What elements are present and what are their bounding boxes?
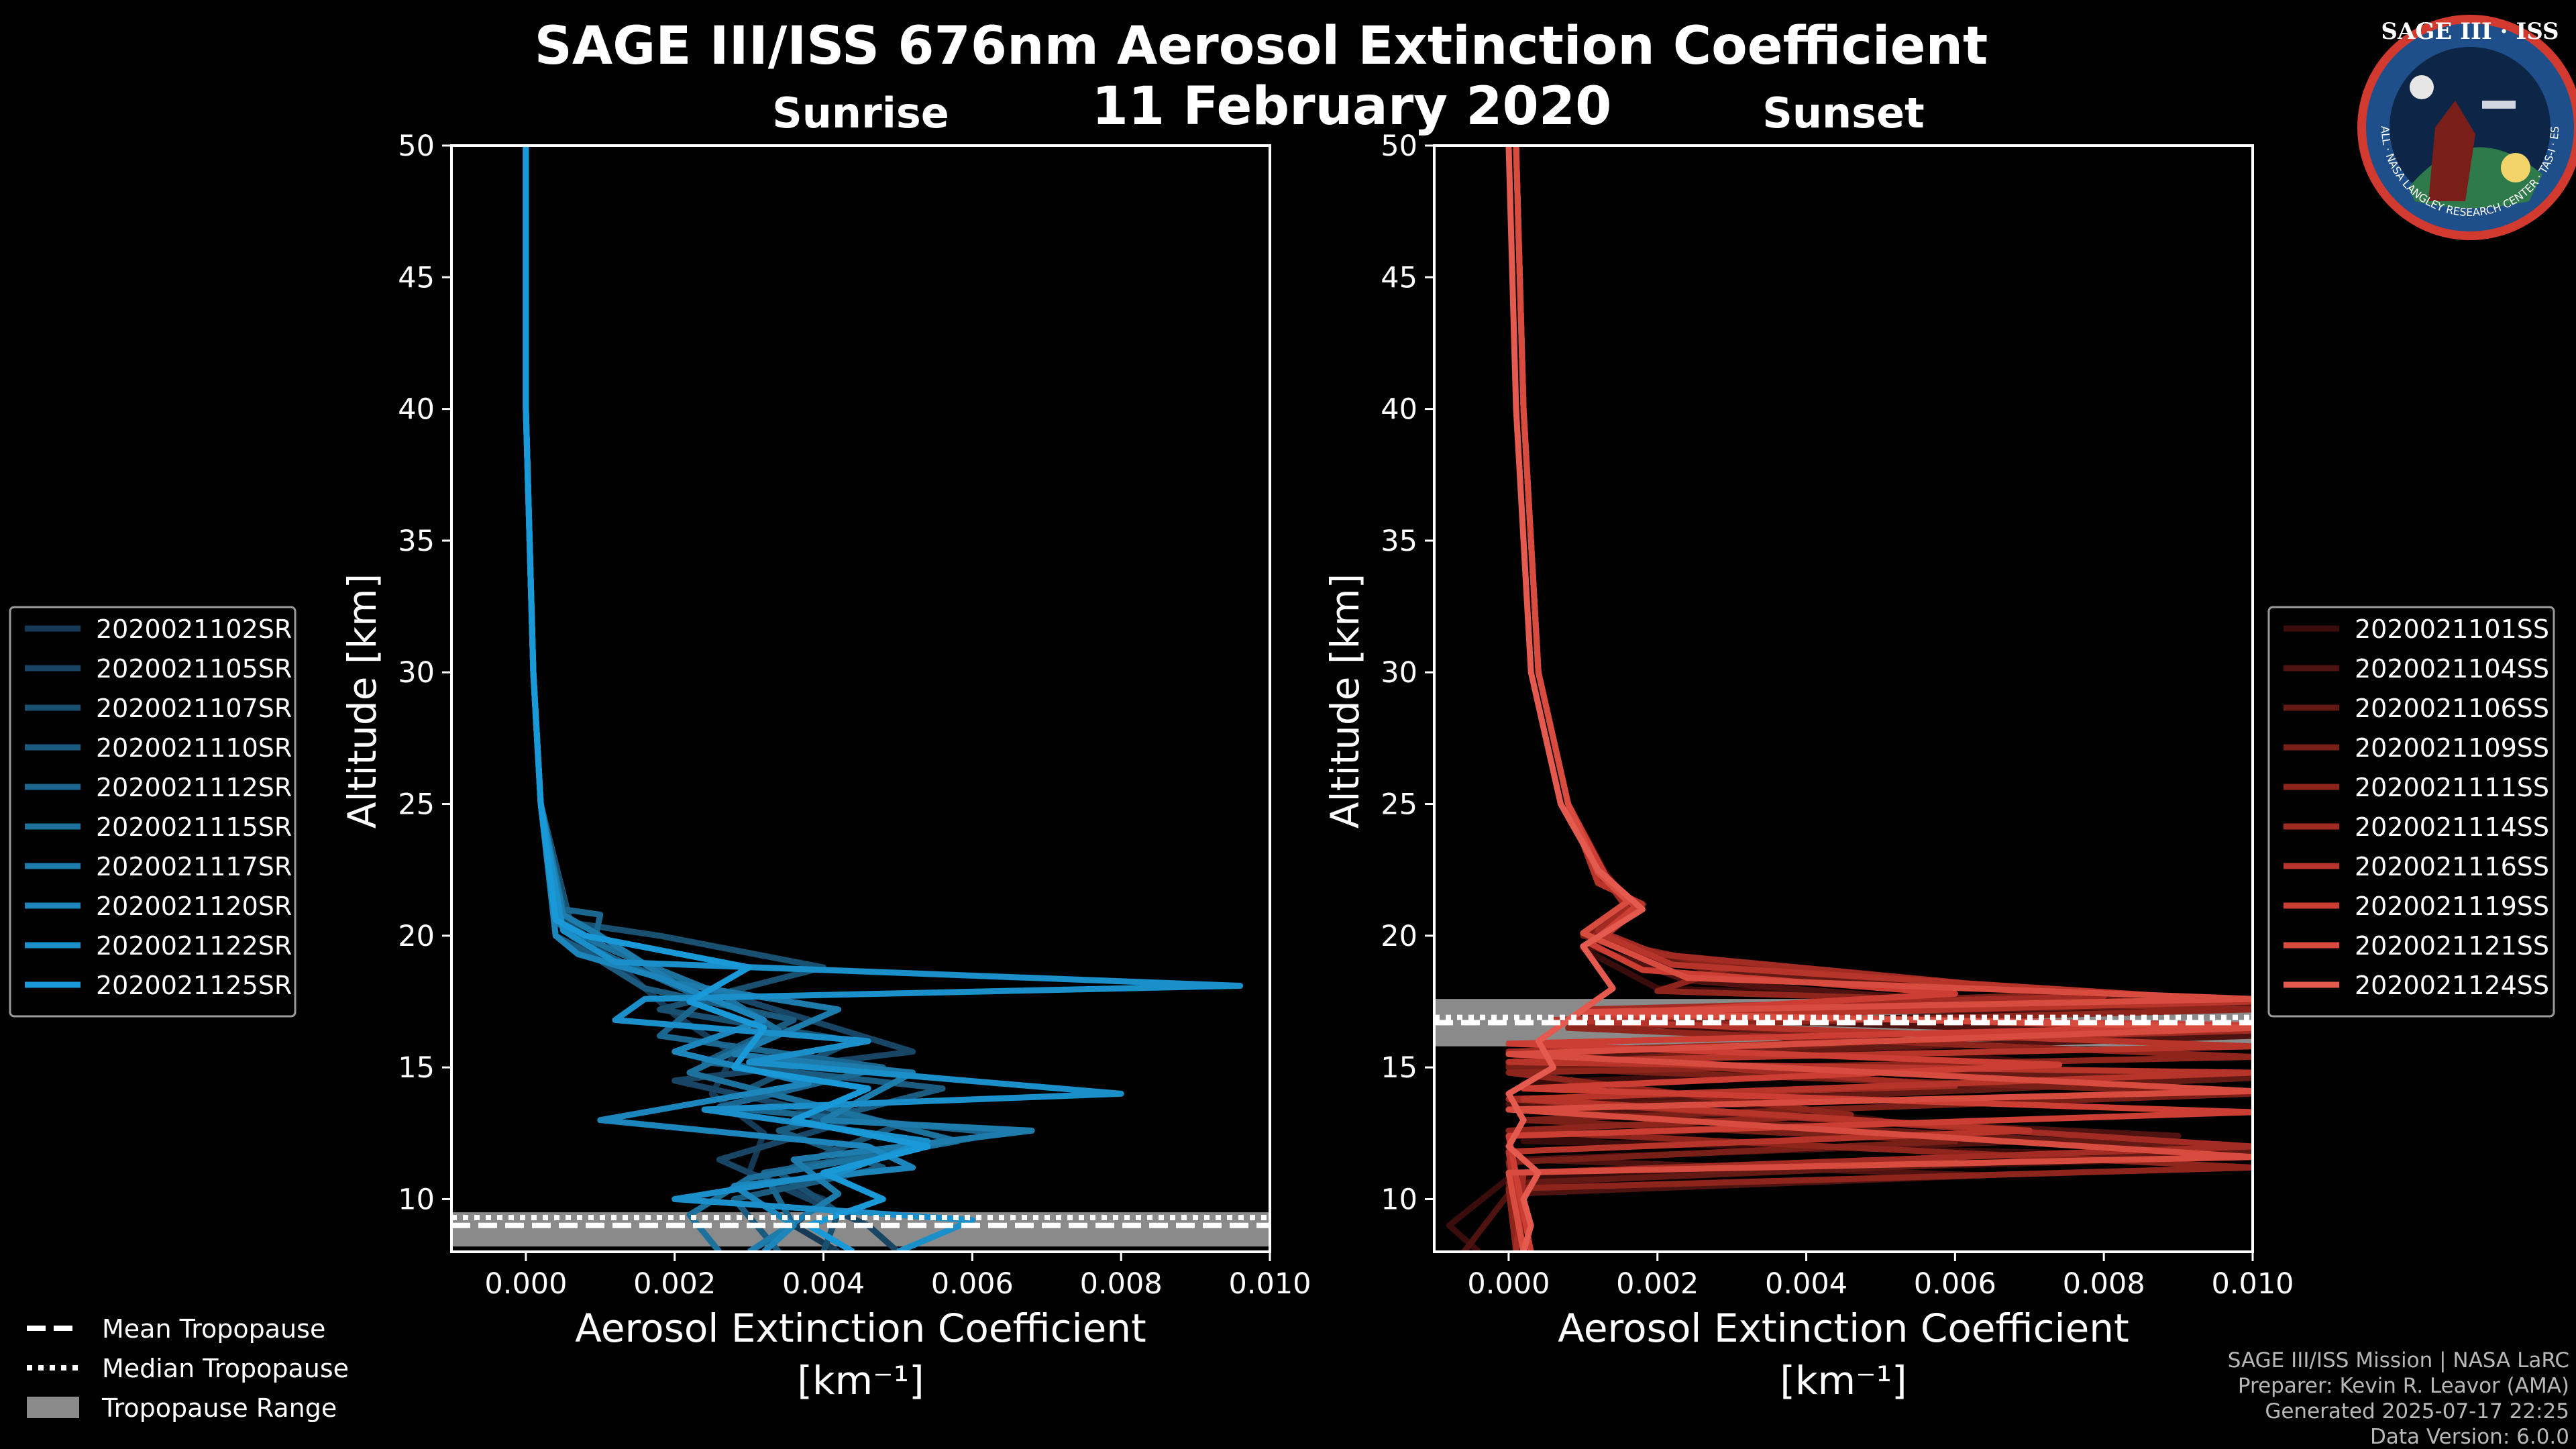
profile-line-2020021124SS bbox=[1505, 146, 1646, 1252]
footer: SAGE III/ISS Mission | NASA LaRC Prepare… bbox=[2228, 1348, 2569, 1449]
logo-figure-icon bbox=[2428, 101, 2475, 201]
legend-entry-2020021106SS: 2020021106SS bbox=[2355, 694, 2549, 723]
x-tick-label: 0.006 bbox=[1914, 1267, 1996, 1301]
legend-mean-label: Mean Tropopause bbox=[102, 1314, 325, 1344]
y-tick-label: 25 bbox=[398, 788, 435, 822]
y-tick-label: 30 bbox=[398, 656, 435, 690]
plot-frame bbox=[450, 144, 1271, 1253]
x-tick-label: 0.000 bbox=[1467, 1267, 1550, 1301]
x-tick-label: 0.008 bbox=[1080, 1267, 1163, 1301]
y-tick-label: 20 bbox=[398, 920, 435, 953]
legend-entry-2020021125SR: 2020021125SR bbox=[96, 971, 292, 1000]
legend-entry-2020021112SR: 2020021112SR bbox=[96, 773, 292, 802]
legend-sunrise: 2020021102SR 2020021105SR 2020021107SR 2020… bbox=[9, 606, 297, 1018]
legend-entry-2020021120SR: 2020021120SR bbox=[96, 892, 292, 921]
ylabel-sunrise: Altitude [km] bbox=[339, 574, 385, 828]
y-tick-label: 35 bbox=[398, 525, 435, 558]
logo-iss-icon bbox=[2482, 101, 2516, 109]
panel-title-sunset: Sunset bbox=[1762, 89, 1925, 138]
tropopause-legend: Mean Tropopause Median Tropopause Tropop… bbox=[27, 1314, 349, 1423]
footer-generated: Generated 2025-07-17 22:25 bbox=[2265, 1399, 2569, 1424]
y-tick-label: 15 bbox=[1381, 1051, 1417, 1085]
x-tick-label: 0.002 bbox=[1616, 1267, 1699, 1301]
legend-entry-2020021119SS: 2020021119SS bbox=[2355, 892, 2549, 921]
legend-box bbox=[2267, 606, 2555, 1018]
x-tick-label: 0.010 bbox=[1228, 1267, 1311, 1301]
y-tick-label: 50 bbox=[1381, 129, 1417, 163]
xlabel-sunset: Aerosol Extinction Coefficient bbox=[1558, 1305, 2129, 1351]
plot-area bbox=[451, 146, 1270, 1252]
y-tick-label: 20 bbox=[1381, 920, 1417, 953]
x-tick-label: 0.006 bbox=[931, 1267, 1014, 1301]
logo-sun bbox=[2501, 153, 2530, 182]
legend-entry-2020021110SR: 2020021110SR bbox=[96, 733, 292, 763]
profile-line-2020021121SS bbox=[1505, 146, 2253, 1252]
x-tick-label: 0.004 bbox=[1765, 1267, 1847, 1301]
plot-sunrise: 0.000 0.002 0.004 0.006 0.008 0.010 10 15 20 25 30… bbox=[398, 129, 1311, 1301]
y-tick-label: 35 bbox=[1381, 525, 1417, 558]
legend-median-label: Median Tropopause bbox=[102, 1354, 349, 1383]
tropopause-range-band bbox=[451, 1212, 1270, 1247]
y-tick-label: 25 bbox=[1381, 788, 1417, 822]
legend-entry-2020021122SR: 2020021122SR bbox=[96, 931, 292, 961]
x-tick-label: 0.010 bbox=[2211, 1267, 2294, 1301]
x-tick-label: 0.008 bbox=[2063, 1267, 2145, 1301]
logo-text: SAGE III · ISS bbox=[2381, 18, 2559, 45]
plot-frame bbox=[1433, 144, 2254, 1253]
legend-entry-2020021101SS: 2020021101SS bbox=[2355, 614, 2549, 644]
legend-entry-2020021121SS: 2020021121SS bbox=[2355, 931, 2549, 961]
xlabel-sunrise: Aerosol Extinction Coefficient bbox=[575, 1305, 1146, 1351]
logo-moon bbox=[2410, 75, 2434, 99]
figure-date: 11 February 2020 bbox=[1092, 76, 1612, 137]
y-tick-label: 40 bbox=[398, 393, 435, 427]
legend-box bbox=[9, 606, 297, 1018]
y-tick-label: 50 bbox=[398, 129, 435, 163]
footer-preparer: Preparer: Kevin R. Leavor (AMA) bbox=[2238, 1374, 2569, 1398]
legend-entry-2020021107SR: 2020021107SR bbox=[96, 694, 292, 723]
legend-sunset: 2020021101SS 2020021104SS 2020021106SS 2020… bbox=[2267, 606, 2555, 1018]
xunit-sunrise: [km⁻¹] bbox=[797, 1358, 924, 1403]
legend-entry-2020021105SR: 2020021105SR bbox=[96, 654, 292, 684]
legend-entry-2020021114SS: 2020021114SS bbox=[2355, 812, 2549, 842]
footer-version: Data Version: 6.0.0 bbox=[2370, 1425, 2569, 1449]
legend-range-label: Tropopause Range bbox=[101, 1393, 337, 1423]
legend-entry-2020021115SR: 2020021115SR bbox=[96, 812, 292, 842]
legend-entry-2020021116SS: 2020021116SS bbox=[2355, 852, 2549, 881]
y-tick-label: 30 bbox=[1381, 656, 1417, 690]
legend-entry-2020021117SR: 2020021117SR bbox=[96, 852, 292, 881]
legend-entry-2020021104SS: 2020021104SS bbox=[2355, 654, 2549, 684]
x-tick-label: 0.004 bbox=[782, 1267, 865, 1301]
y-tick-label: 45 bbox=[398, 261, 435, 294]
y-tick-label: 15 bbox=[398, 1051, 435, 1085]
y-tick-label: 45 bbox=[1381, 261, 1417, 294]
legend-entry-2020021102SR: 2020021102SR bbox=[96, 614, 292, 644]
x-tick-label: 0.002 bbox=[633, 1267, 716, 1301]
x-tick-label: 0.000 bbox=[484, 1267, 567, 1301]
legend-entry-2020021124SS: 2020021124SS bbox=[2355, 971, 2549, 1000]
y-tick-label: 10 bbox=[1381, 1183, 1417, 1216]
figure-title: SAGE III/ISS 676nm Aerosol Extinction Co… bbox=[535, 16, 1988, 76]
legend-entry-2020021109SS: 2020021109SS bbox=[2355, 733, 2549, 763]
plot-area bbox=[1434, 146, 2253, 1252]
plot-sunset: 0.000 0.002 0.004 0.006 0.008 0.010 10 15 20 25 30… bbox=[1381, 129, 2294, 1301]
y-tick-label: 40 bbox=[1381, 393, 1417, 427]
legend-range-swatch bbox=[27, 1397, 79, 1418]
legend-entry-2020021111SS: 2020021111SS bbox=[2355, 773, 2549, 802]
profile-line-2020021125SR bbox=[523, 146, 931, 1252]
footer-mission: SAGE III/ISS Mission | NASA LaRC bbox=[2228, 1348, 2569, 1373]
y-tick-label: 10 bbox=[398, 1183, 435, 1216]
panel-title-sunrise: Sunrise bbox=[772, 89, 949, 138]
xunit-sunset: [km⁻¹] bbox=[1780, 1358, 1907, 1403]
ylabel-sunset: Altitude [km] bbox=[1322, 574, 1368, 828]
